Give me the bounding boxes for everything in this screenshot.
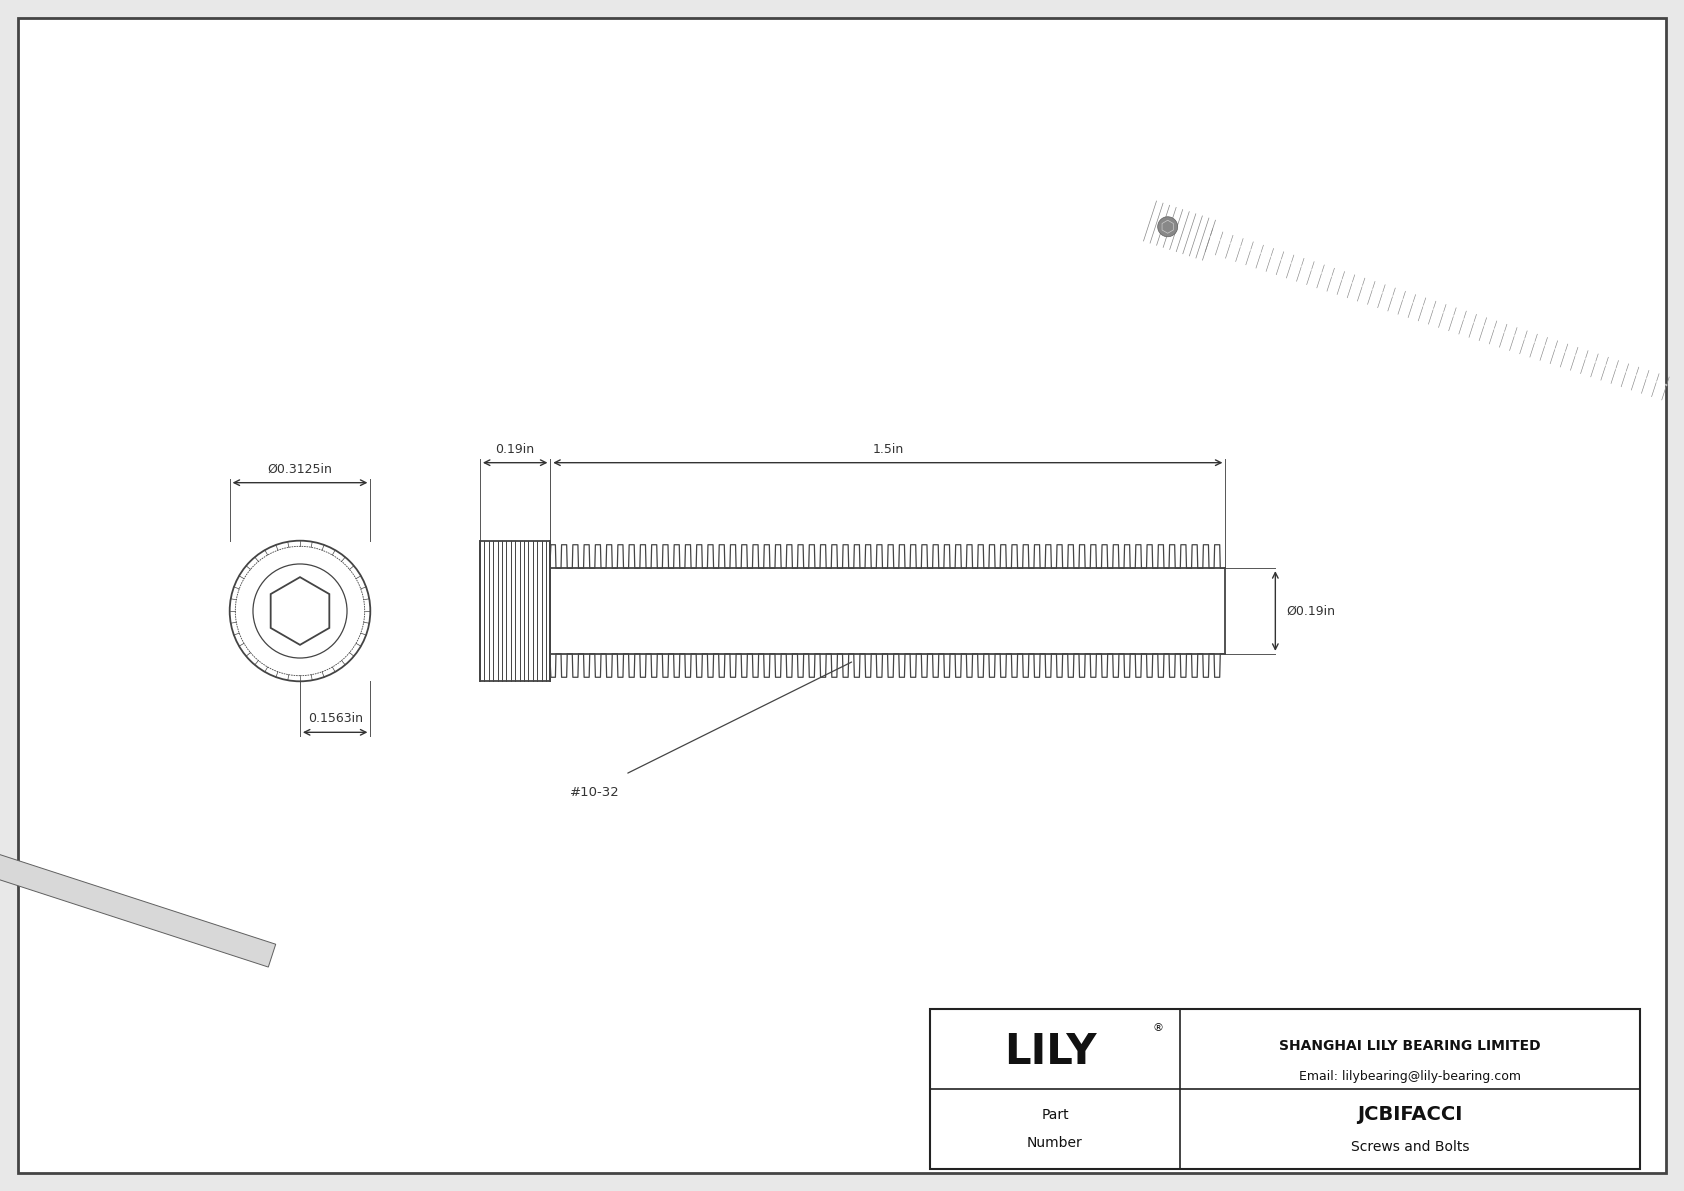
Text: ®: ® xyxy=(1152,1023,1164,1034)
Text: Number: Number xyxy=(1027,1136,1083,1151)
Text: #10-32: #10-32 xyxy=(571,786,620,799)
Text: Part: Part xyxy=(1041,1108,1069,1122)
Text: SHANGHAI LILY BEARING LIMITED: SHANGHAI LILY BEARING LIMITED xyxy=(1280,1039,1541,1053)
Bar xyxy=(930,1009,1640,1170)
Text: LILY: LILY xyxy=(1004,1031,1096,1073)
Polygon shape xyxy=(0,796,276,967)
Bar xyxy=(480,541,551,681)
Text: 1.5in: 1.5in xyxy=(872,443,903,456)
Text: 0.19in: 0.19in xyxy=(495,443,536,456)
Text: JCBIFACCI: JCBIFACCI xyxy=(1357,1105,1463,1124)
Text: Screws and Bolts: Screws and Bolts xyxy=(1351,1140,1468,1154)
Text: Ø0.3125in: Ø0.3125in xyxy=(268,462,332,475)
Circle shape xyxy=(1157,217,1177,237)
Text: Email: lilybearing@lily-bearing.com: Email: lilybearing@lily-bearing.com xyxy=(1298,1070,1521,1083)
Text: 0.1563in: 0.1563in xyxy=(308,712,362,725)
Text: Ø0.19in: Ø0.19in xyxy=(1287,605,1335,617)
